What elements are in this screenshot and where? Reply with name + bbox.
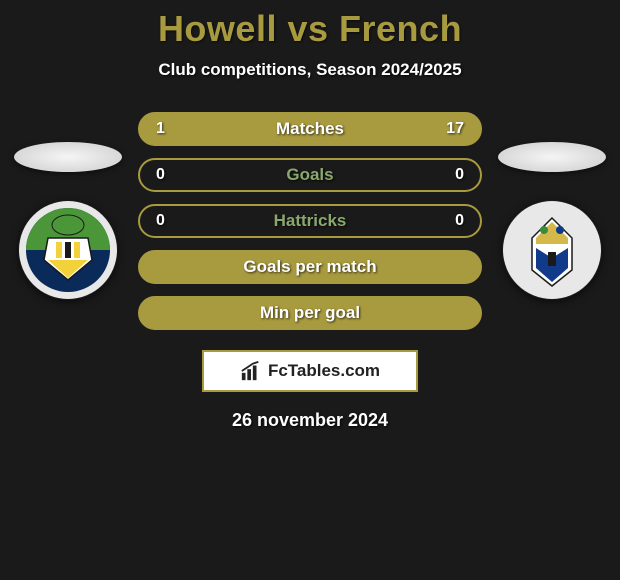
left-side [14,142,122,300]
stat-left-value: 0 [156,166,165,184]
stat-right-value: 17 [446,120,464,138]
player2-plaque [498,142,606,172]
stat-label: Matches [140,119,480,139]
stats-column: 1Matches170Goals00Hattricks0Goals per ma… [138,112,482,330]
player1-plaque [14,142,122,172]
stat-label: Min per goal [140,303,480,323]
stat-row: Goals per match [138,250,482,284]
team1-crest [18,200,118,300]
branding-text: FcTables.com [268,361,380,381]
right-side [498,142,606,300]
stat-right-value: 0 [455,166,464,184]
stat-label: Goals per match [140,257,480,277]
comparison-card: Howell vs French Club competitions, Seas… [0,0,620,431]
stat-label: Goals [140,165,480,185]
branding-badge[interactable]: FcTables.com [202,350,418,392]
player1-name: Howell [158,8,277,49]
vs-label: vs [287,8,328,49]
stat-row: Min per goal [138,296,482,330]
stat-left-value: 1 [156,120,165,138]
page-title: Howell vs French [0,8,620,50]
stat-row: 0Hattricks0 [138,204,482,238]
stat-row: 1Matches17 [138,112,482,146]
stat-label: Hattricks [140,211,480,231]
team2-crest-svg [502,200,602,300]
player2-name: French [339,8,462,49]
comparison-body: 1Matches170Goals00Hattricks0Goals per ma… [0,112,620,330]
competition-subtitle: Club competitions, Season 2024/2025 [0,60,620,80]
team2-crest [502,200,602,300]
chart-icon [240,360,262,382]
team1-crest-svg [18,200,118,300]
stat-left-value: 0 [156,212,165,230]
stat-right-value: 0 [455,212,464,230]
date-label: 26 november 2024 [0,410,620,431]
stat-row: 0Goals0 [138,158,482,192]
